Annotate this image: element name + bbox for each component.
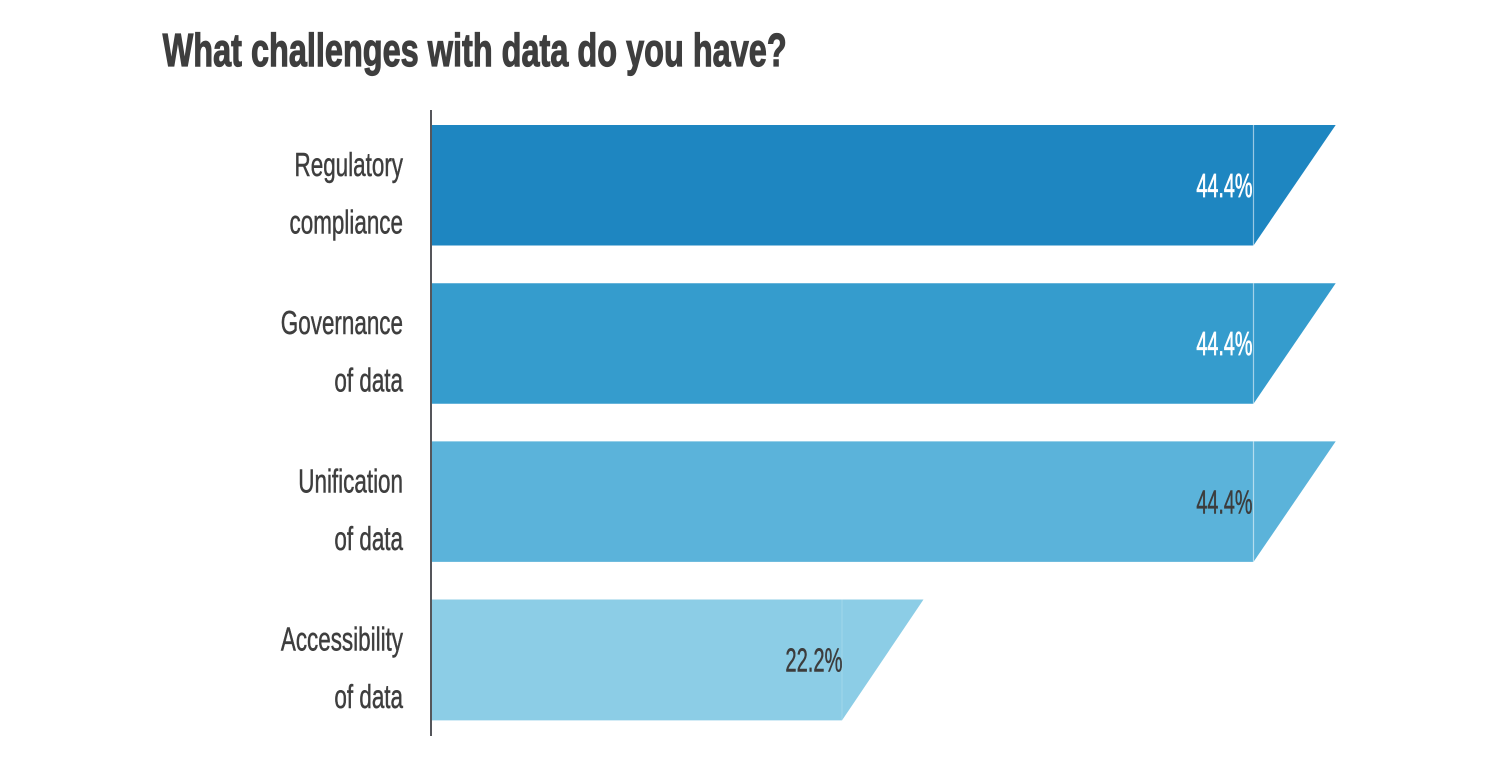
svg-text:44.4%: 44.4% <box>1196 483 1252 521</box>
svg-text:Regulatory: Regulatory <box>295 146 404 183</box>
svg-text:Governance: Governance <box>281 304 403 341</box>
svg-text:44.4%: 44.4% <box>1196 167 1252 205</box>
svg-text:of data: of data <box>334 361 403 398</box>
svg-text:compliance: compliance <box>290 203 403 240</box>
svg-text:22.2%: 22.2% <box>785 641 842 678</box>
svg-text:Unification: Unification <box>298 462 403 499</box>
svg-text:What challenges with data do y: What challenges with data do you have? <box>163 26 787 77</box>
svg-text:44.4%: 44.4% <box>1196 325 1252 363</box>
svg-text:of data: of data <box>334 678 403 715</box>
svg-text:Accessibility: Accessibility <box>281 620 404 657</box>
svg-text:of data: of data <box>334 519 403 556</box>
